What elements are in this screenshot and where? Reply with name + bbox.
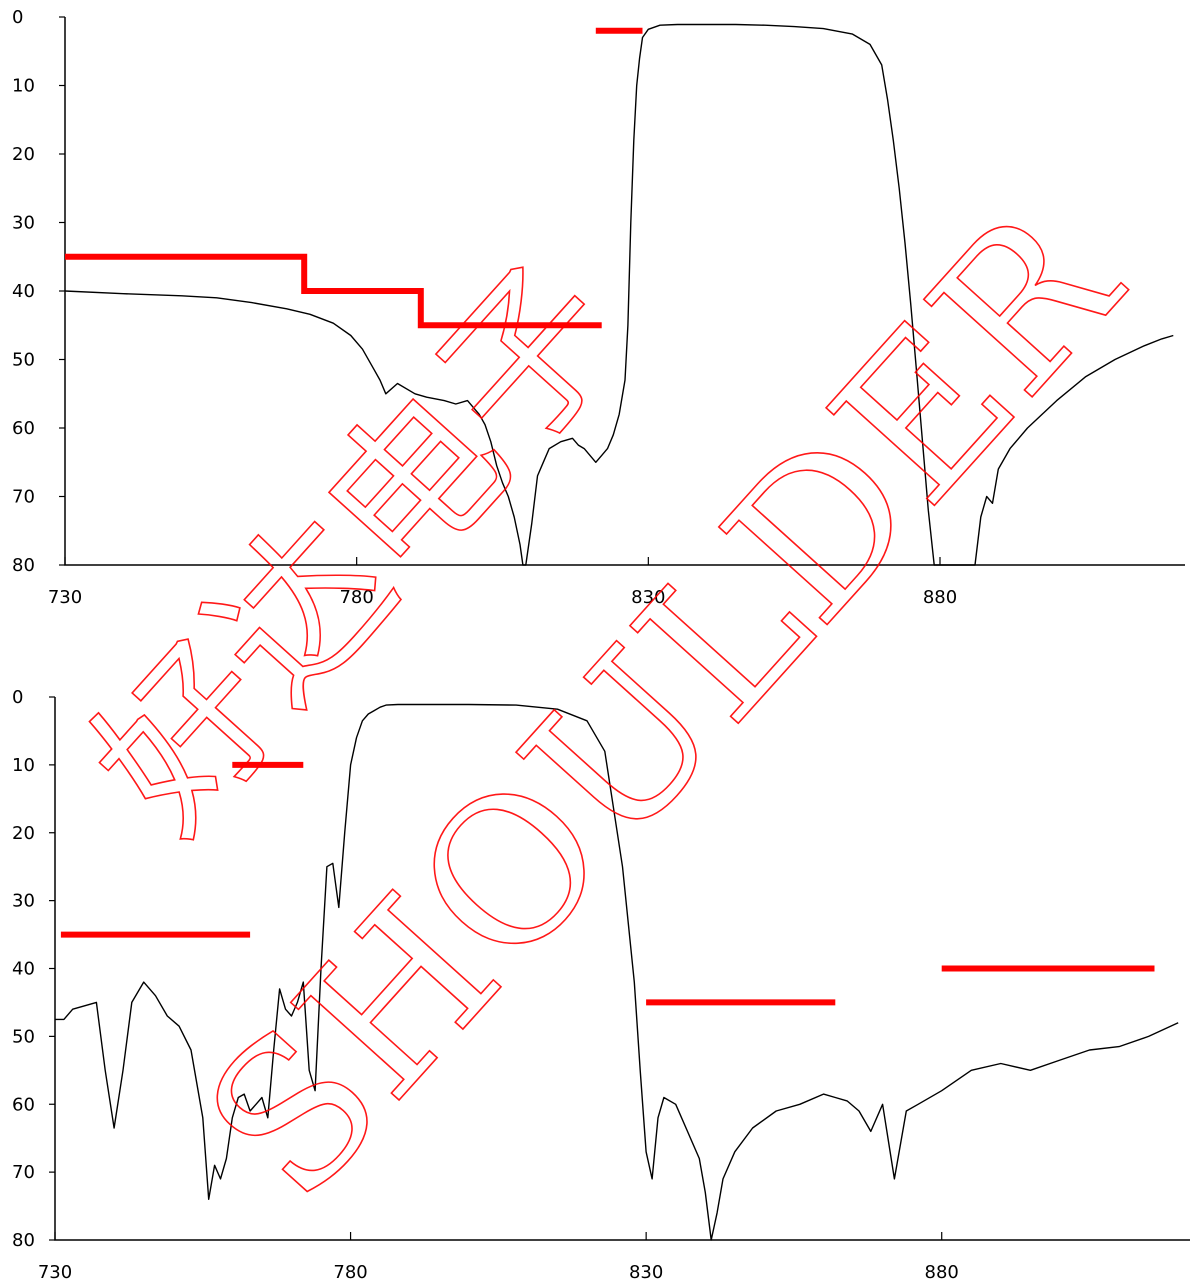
- y-tick-label: 0: [12, 7, 23, 28]
- y-tick-label: 80: [12, 1230, 35, 1251]
- y-tick-label: 70: [12, 1162, 35, 1183]
- y-tick-label: 10: [12, 76, 35, 97]
- watermark: 好达电子 SHOULDER: [58, 165, 1166, 1243]
- y-tick-label: 10: [12, 755, 35, 776]
- x-tick-label: 880: [923, 587, 957, 608]
- y-tick-label: 50: [12, 1026, 35, 1047]
- x-tick-label: 830: [631, 587, 665, 608]
- y-tick-label: 30: [12, 891, 35, 912]
- y-tick-label: 50: [12, 350, 35, 371]
- top-chart: 0 10 20 30 40 50 60 70 80 730 780 830 880: [12, 7, 1185, 608]
- measured-response-line: [55, 703, 1179, 1241]
- x-tick-label: 780: [339, 587, 373, 608]
- y-tick-label: 0: [12, 687, 23, 708]
- y-tick-label: 60: [12, 418, 35, 439]
- y-tick-label: 80: [12, 555, 35, 576]
- y-tick-label: 40: [12, 281, 35, 302]
- x-tick-label: 730: [38, 1262, 72, 1283]
- y-tick-label: 60: [12, 1094, 35, 1115]
- y-tick-label: 20: [12, 823, 35, 844]
- measured-response-line: [64, 23, 1174, 566]
- x-tick-label: 880: [925, 1262, 959, 1283]
- spec-mask-line: [65, 253, 602, 329]
- y-tick-label: 70: [12, 487, 35, 508]
- y-tick-label: 20: [12, 144, 35, 165]
- x-tick-label: 780: [333, 1262, 367, 1283]
- x-tick-label: 830: [629, 1262, 663, 1283]
- y-tick-label: 40: [12, 959, 35, 980]
- x-tick-label: 730: [48, 587, 82, 608]
- y-tick-label: 30: [12, 213, 35, 234]
